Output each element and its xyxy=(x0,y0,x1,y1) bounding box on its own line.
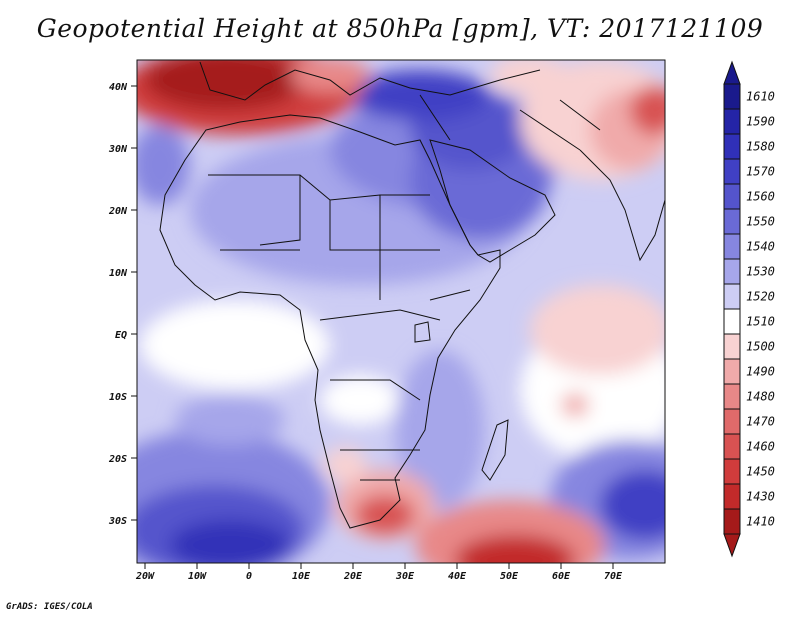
india-coastline xyxy=(579,149,665,262)
lat-label-40n: 40N xyxy=(109,82,128,93)
madagascar-coastline xyxy=(481,419,509,481)
lon-labels: 20W 10W 0 10E 20E 30E 40E 50E 60E 70E xyxy=(135,571,623,582)
lon-label-30e: 30E xyxy=(395,571,415,582)
lon-label-70e: 70E xyxy=(604,571,623,582)
lat-label-10s: 10S xyxy=(109,392,127,403)
lon-label-0: 0 xyxy=(246,571,252,582)
colorbar-bottom-triangle xyxy=(723,533,741,558)
lon-axis xyxy=(144,563,614,569)
colorbar-cell-1550 xyxy=(723,208,741,235)
lat-labels: 40N 30N 20N 10N EQ 10S 20S 30S xyxy=(108,82,128,527)
grads-credit: GrADS: IGES/COLA xyxy=(6,602,93,612)
colorbar-cell-1450 xyxy=(723,458,741,485)
lat-axis xyxy=(131,85,137,521)
height-field xyxy=(137,60,665,563)
colorbar-cell-1540 xyxy=(723,233,741,260)
colorbar-label-1490: 1490 xyxy=(746,365,775,379)
lat-label-30n: 30N xyxy=(108,144,128,155)
lat-label-20n: 20N xyxy=(108,206,128,217)
colorbar-label-1570: 1570 xyxy=(746,165,775,179)
colorbar-label-1530: 1530 xyxy=(746,265,775,279)
colorbar-label-1470: 1470 xyxy=(746,415,775,429)
colorbar-cell-1530 xyxy=(723,258,741,285)
colorbar-label-1510: 1510 xyxy=(746,315,775,329)
colorbar-cells xyxy=(723,83,741,535)
europe-coastline xyxy=(199,61,541,101)
colorbar-cell-1520 xyxy=(723,283,741,310)
colorbar-label-1520: 1520 xyxy=(746,290,775,304)
plot-frame xyxy=(136,59,666,564)
colorbar-label-1610: 1610 xyxy=(746,90,775,104)
colorbar-label-1550: 1550 xyxy=(746,215,775,229)
colorbar-labels: 1610 1590 1580 1570 1560 1550 1540 1530 1520 1510… xyxy=(746,90,775,529)
colorbar-cell-1470 xyxy=(723,408,741,435)
colorbar-top-triangle xyxy=(723,60,741,85)
lon-label-50e: 50E xyxy=(500,571,519,582)
lake-victoria xyxy=(414,321,431,343)
colorbar-label-1590: 1590 xyxy=(746,115,775,129)
colorbar-cell-1580 xyxy=(723,133,741,160)
colorbar-label-1560: 1560 xyxy=(746,190,775,204)
colorbar-cell-1570 xyxy=(723,158,741,185)
lat-label-30s: 30S xyxy=(108,516,127,527)
colorbar-label-1580: 1580 xyxy=(746,140,775,154)
lon-label-60e: 60E xyxy=(552,571,571,582)
colorbar-label-1460: 1460 xyxy=(746,440,775,454)
colorbar-cell-1500 xyxy=(723,333,741,360)
country-borders xyxy=(208,94,601,481)
colorbar-cell-1590 xyxy=(723,108,741,135)
lat-label-20s: 20S xyxy=(108,454,127,465)
colorbar-cell-1430 xyxy=(723,483,741,510)
lon-label-10w: 10W xyxy=(188,571,207,582)
colorbar-cell-1510 xyxy=(723,308,741,335)
africa-coastline xyxy=(159,114,501,529)
coastlines xyxy=(159,61,665,529)
lon-label-20w: 20W xyxy=(135,571,155,582)
lon-label-20e: 20E xyxy=(343,571,363,582)
colorbar-label-1430: 1430 xyxy=(746,490,775,504)
colorbar: 1610 1590 1580 1570 1560 1550 1540 1530 1520 1510… xyxy=(723,60,775,558)
arabia-coastline xyxy=(429,139,556,263)
colorbar-cell-1480 xyxy=(723,383,741,410)
lat-label-eq: EQ xyxy=(115,330,127,341)
lon-label-40e: 40E xyxy=(448,571,467,582)
colorbar-label-1540: 1540 xyxy=(746,240,775,254)
colorbar-cell-1460 xyxy=(723,433,741,460)
colorbar-cell-1410 xyxy=(723,508,741,535)
colorbar-label-1480: 1480 xyxy=(746,390,775,404)
lon-label-10e: 10E xyxy=(292,571,311,582)
lat-label-10n: 10N xyxy=(109,268,128,279)
colorbar-label-1410: 1410 xyxy=(746,515,775,529)
colorbar-cell-1560 xyxy=(723,183,741,210)
colorbar-label-1450: 1450 xyxy=(746,465,775,479)
colorbar-label-1500: 1500 xyxy=(746,340,775,354)
colorbar-cell-1610 xyxy=(723,83,741,110)
colorbar-cell-1490 xyxy=(723,358,741,385)
map-title: Geopotential Height at 850hPa [gpm], VT:… xyxy=(36,14,764,43)
